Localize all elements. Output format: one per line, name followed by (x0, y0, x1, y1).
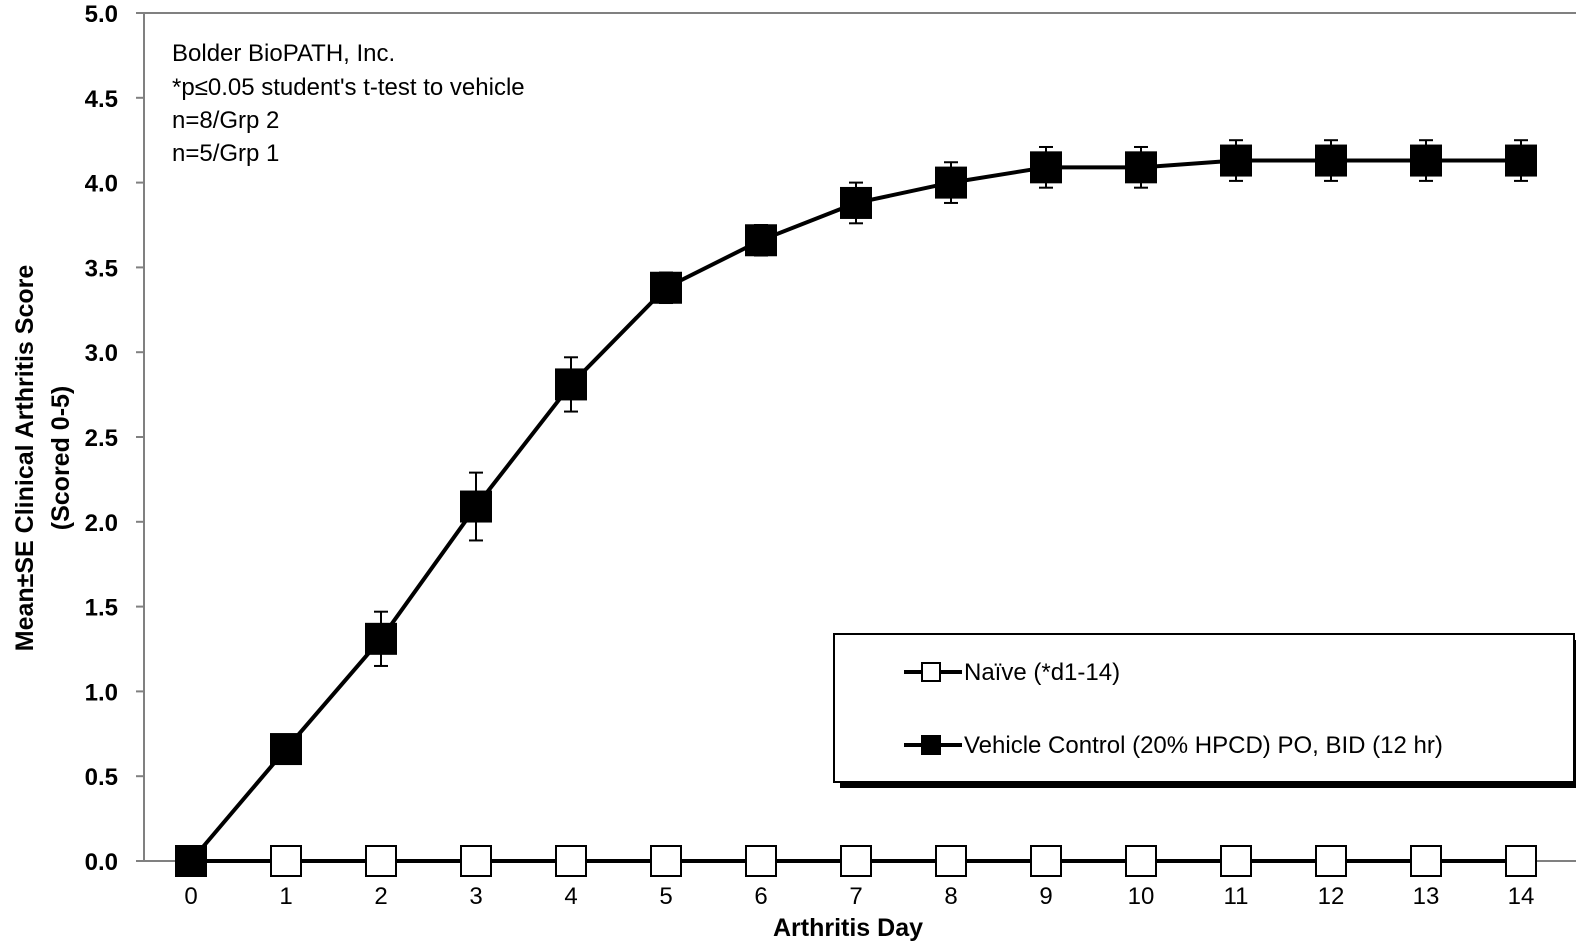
y-tick-label: 0.0 (85, 849, 118, 876)
data-point (1220, 845, 1252, 877)
data-point (1030, 151, 1062, 184)
data-point (1220, 144, 1252, 177)
y-axis-title-line2: (Scored 0-5) (47, 386, 75, 530)
data-point (1315, 144, 1347, 177)
x-tick-label: 0 (184, 883, 197, 910)
data-point (840, 186, 872, 219)
y-axis-title-line1: Mean±SE Clinical Arthritis Score (11, 265, 39, 652)
x-tick-label: 4 (564, 883, 577, 910)
annotation-line: *p≤0.05 student's t-test to vehicle (172, 74, 525, 101)
annotation-line: n=5/Grp 1 (172, 140, 279, 167)
data-point (745, 845, 777, 877)
y-tick-label: 3.5 (85, 255, 118, 282)
x-tick-label: 14 (1508, 883, 1535, 910)
legend-marker-naive (921, 662, 941, 682)
data-point (1410, 144, 1442, 177)
x-tick-label: 10 (1128, 883, 1155, 910)
x-tick-label: 5 (659, 883, 672, 910)
x-tick-label: 8 (944, 883, 957, 910)
y-axis-title: Mean±SE Clinical Arthritis Score (Scored… (11, 265, 75, 652)
data-point (1125, 845, 1157, 877)
series-layer (175, 139, 1537, 877)
data-point (650, 271, 682, 304)
series-2 (175, 139, 1537, 877)
x-tick-label: 6 (754, 883, 767, 910)
x-tick-label: 11 (1224, 883, 1249, 910)
data-point (1410, 845, 1442, 877)
data-point (555, 368, 587, 401)
data-point (460, 845, 492, 877)
y-tick-label: 2.0 (85, 510, 118, 537)
legend: Naïve (*d1-14) Vehicle Control (20% HPCD… (833, 633, 1576, 788)
y-tick-label: 2.5 (85, 425, 118, 452)
legend-label-vehicle: Vehicle Control (20% HPCD) PO, BID (12 h… (964, 732, 1443, 759)
legend-item-naive: Naïve (*d1-14) (904, 659, 1120, 686)
data-point (1505, 845, 1537, 877)
data-point (1030, 845, 1062, 877)
data-point (175, 845, 207, 877)
data-point (365, 845, 397, 877)
legend-label-naive: Naïve (*d1-14) (964, 659, 1120, 686)
x-tick-label: 12 (1318, 883, 1345, 910)
x-tick-label: 3 (469, 883, 482, 910)
data-point (365, 622, 397, 655)
x-tick-label: 7 (849, 883, 862, 910)
data-point (1125, 151, 1157, 184)
data-point (935, 166, 967, 199)
x-axis-title: Arthritis Day (773, 914, 923, 942)
data-point (270, 845, 302, 877)
legend-item-vehicle: Vehicle Control (20% HPCD) PO, BID (12 h… (904, 732, 1443, 759)
y-tick-label: 4.0 (85, 171, 118, 198)
y-axis: 0.0 0.5 1.0 1.5 2.0 2.5 3.0 3.5 4.0 4.5 5.0 (85, 1, 144, 876)
x-tick-label: 13 (1413, 883, 1440, 910)
data-point (745, 224, 777, 257)
legend-box (833, 633, 1575, 783)
annotation-line: n=8/Grp 2 (172, 107, 279, 134)
data-point (1315, 845, 1347, 877)
annotation-line: Bolder BioPATH, Inc. (172, 40, 395, 67)
annotation-block: Bolder BioPATH, Inc. *p≤0.05 student's t… (172, 40, 525, 167)
x-tick-label: 2 (374, 883, 387, 910)
data-point (460, 490, 492, 523)
data-point (650, 845, 682, 877)
y-tick-label: 1.0 (85, 679, 118, 706)
legend-marker-vehicle (921, 735, 941, 755)
y-tick-label: 0.5 (85, 764, 118, 791)
y-tick-label: 5.0 (85, 1, 118, 28)
x-tick-label: 9 (1039, 883, 1052, 910)
data-point (840, 845, 872, 877)
data-point (935, 845, 967, 877)
data-point (270, 733, 302, 766)
y-tick-label: 1.5 (85, 595, 118, 622)
y-tick-label: 4.5 (85, 86, 118, 113)
series-1 (175, 845, 1537, 877)
data-point (1505, 144, 1537, 177)
y-tick-label: 3.0 (85, 340, 118, 367)
x-tick-label: 1 (279, 883, 292, 910)
data-point (555, 845, 587, 877)
